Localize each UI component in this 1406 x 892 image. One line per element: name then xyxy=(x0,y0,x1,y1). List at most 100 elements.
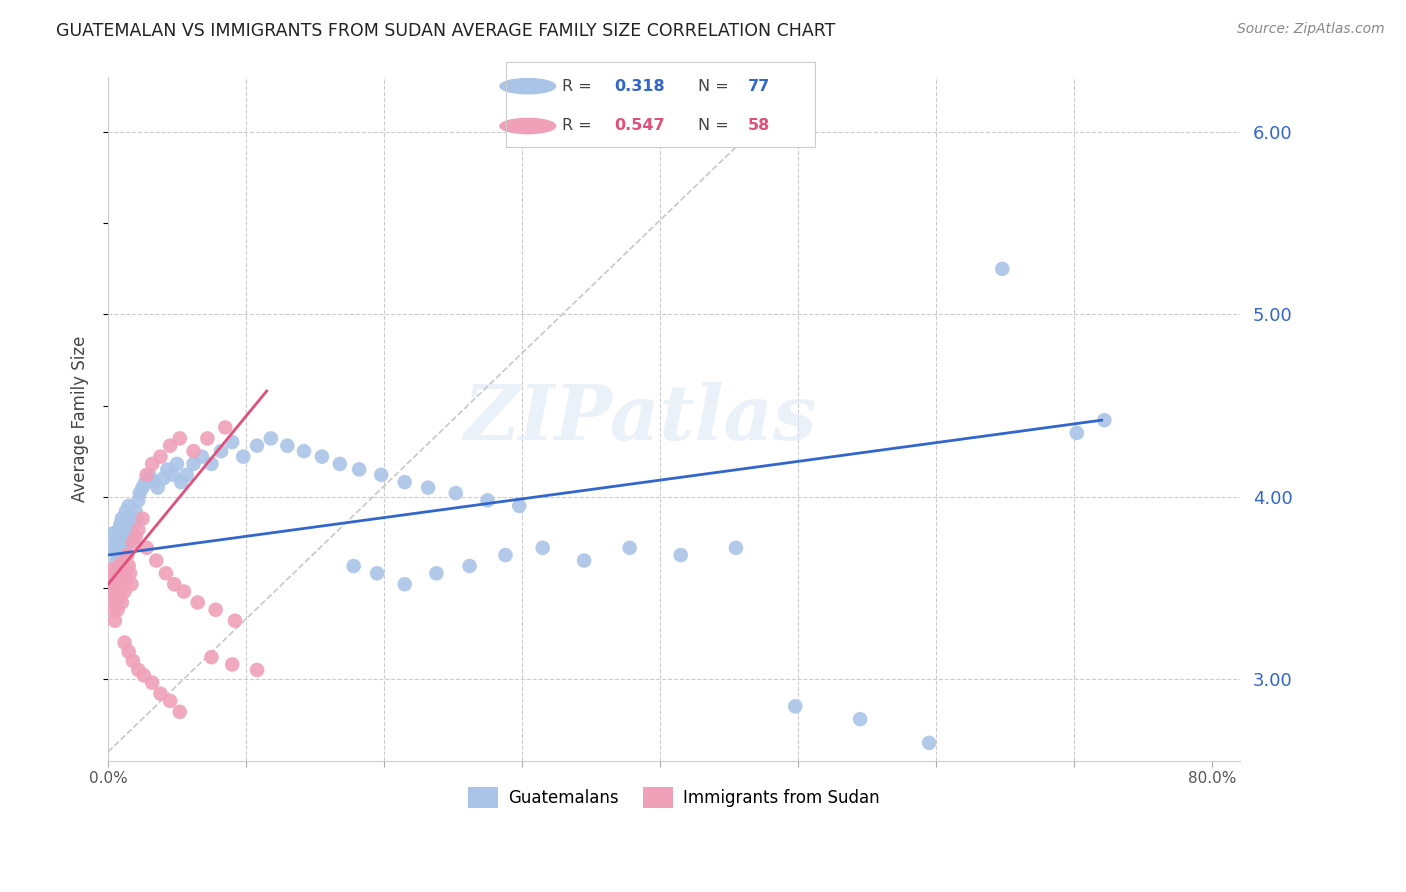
Point xyxy=(122,517,145,532)
Point xyxy=(166,457,188,471)
Point xyxy=(108,559,131,574)
Point xyxy=(156,462,179,476)
Point xyxy=(224,614,246,628)
Point xyxy=(124,530,146,544)
Point xyxy=(108,548,131,562)
Y-axis label: Average Family Size: Average Family Size xyxy=(72,336,89,502)
Point xyxy=(785,699,807,714)
Point xyxy=(104,584,127,599)
Point xyxy=(173,584,195,599)
Point xyxy=(991,261,1014,276)
Text: N =: N = xyxy=(697,78,734,94)
Point xyxy=(146,481,169,495)
Point xyxy=(169,431,191,445)
Point xyxy=(849,712,872,726)
Point xyxy=(221,435,243,450)
Point xyxy=(370,467,392,482)
Point xyxy=(155,566,177,581)
Point xyxy=(292,444,315,458)
Text: 58: 58 xyxy=(748,119,769,134)
Text: R =: R = xyxy=(562,78,596,94)
Point xyxy=(117,523,139,537)
Point xyxy=(120,511,142,525)
Point xyxy=(311,450,333,464)
Point xyxy=(169,705,191,719)
Point xyxy=(100,577,122,591)
Point xyxy=(117,511,139,525)
Point xyxy=(120,566,142,581)
Point xyxy=(724,541,747,555)
Point xyxy=(121,530,143,544)
Point xyxy=(127,523,149,537)
Point xyxy=(477,493,499,508)
Point xyxy=(105,553,128,567)
Point xyxy=(347,462,370,476)
Point xyxy=(669,548,692,562)
Point xyxy=(112,577,135,591)
Text: Source: ZipAtlas.com: Source: ZipAtlas.com xyxy=(1237,22,1385,37)
Point xyxy=(134,475,156,490)
Point xyxy=(112,526,135,541)
Point xyxy=(127,493,149,508)
Point xyxy=(343,559,366,574)
Point xyxy=(120,523,142,537)
Point xyxy=(418,481,440,495)
Text: GUATEMALAN VS IMMIGRANTS FROM SUDAN AVERAGE FAMILY SIZE CORRELATION CHART: GUATEMALAN VS IMMIGRANTS FROM SUDAN AVER… xyxy=(56,22,835,40)
Point xyxy=(138,467,160,482)
Point xyxy=(131,481,153,495)
Point xyxy=(329,457,352,471)
Point xyxy=(149,687,172,701)
Point xyxy=(444,486,467,500)
Point xyxy=(142,475,165,490)
Point xyxy=(111,511,134,525)
Point xyxy=(214,420,236,434)
Point xyxy=(394,475,416,490)
Point xyxy=(149,450,172,464)
Point xyxy=(195,431,218,445)
Point xyxy=(103,526,125,541)
Point xyxy=(918,736,941,750)
Point xyxy=(425,566,447,581)
Point xyxy=(183,444,205,458)
Point xyxy=(127,663,149,677)
Point xyxy=(246,439,269,453)
Point xyxy=(117,548,139,562)
Point xyxy=(176,467,198,482)
Point xyxy=(170,475,193,490)
Point xyxy=(232,450,254,464)
Point xyxy=(209,444,232,458)
Point xyxy=(110,566,132,581)
Point xyxy=(1066,425,1088,440)
Point xyxy=(118,645,141,659)
Point xyxy=(246,663,269,677)
Point xyxy=(120,577,142,591)
Point xyxy=(103,603,125,617)
Point xyxy=(141,457,163,471)
Text: 77: 77 xyxy=(748,78,769,94)
Text: ZIPatlas: ZIPatlas xyxy=(464,383,817,457)
Point xyxy=(121,654,143,668)
Point xyxy=(115,504,138,518)
Point xyxy=(187,595,209,609)
Point xyxy=(107,544,129,558)
Point xyxy=(112,535,135,549)
Point xyxy=(110,535,132,549)
Point xyxy=(101,590,124,604)
Point xyxy=(104,614,127,628)
Point xyxy=(135,541,157,555)
Text: 0.547: 0.547 xyxy=(614,119,665,134)
Point xyxy=(162,467,184,482)
Point xyxy=(494,548,516,562)
Point xyxy=(111,595,134,609)
Point xyxy=(572,553,595,567)
Point xyxy=(221,657,243,672)
Point xyxy=(114,541,136,555)
Point xyxy=(121,535,143,549)
Point xyxy=(135,467,157,482)
Point xyxy=(458,559,481,574)
Point xyxy=(115,572,138,586)
Point xyxy=(110,517,132,532)
Point xyxy=(118,535,141,549)
Point xyxy=(118,499,141,513)
Point xyxy=(132,668,155,682)
